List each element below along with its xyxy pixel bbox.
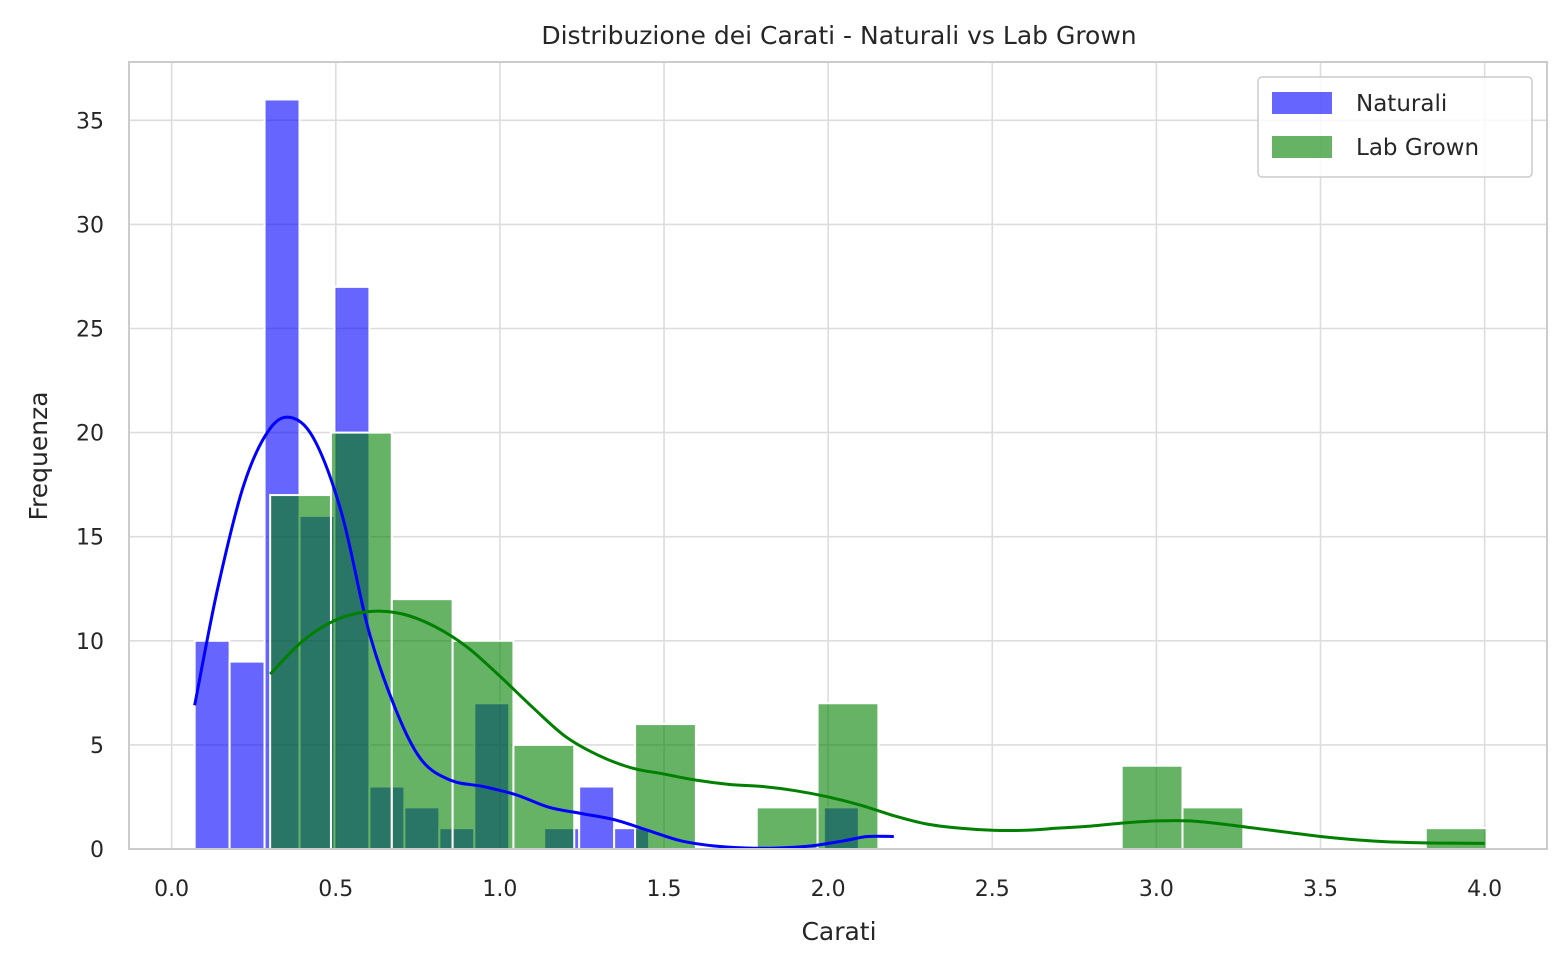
- y-axis-label: Frequenza: [24, 391, 53, 520]
- plot-frame: [128, 61, 1548, 850]
- y-tick-label: 30: [76, 213, 104, 238]
- x-axis-label: Carati: [801, 917, 876, 946]
- bar-lab-grown: [816, 702, 880, 851]
- chart-title: Distribuzione dei Carati - Naturali vs L…: [541, 21, 1136, 50]
- x-tick-label: 4.0: [1467, 877, 1502, 902]
- y-tick-labels: 0 5 10 15 20 25 30 35: [76, 109, 104, 863]
- y-tick-label: 10: [76, 630, 104, 655]
- x-tick-label: 2.5: [975, 877, 1010, 902]
- x-tick-label: 0.5: [318, 877, 353, 902]
- legend: Naturali Lab Grown: [1257, 76, 1533, 178]
- x-tick-label: 3.5: [1303, 877, 1338, 902]
- x-tick-labels: 0.0 0.5 1.0 1.5 2.0 2.5 3.0 3.5 4.0: [154, 877, 1502, 902]
- x-tick-label: 1.5: [647, 877, 682, 902]
- legend-swatch-naturali: [1272, 92, 1332, 114]
- x-tick-label: 1.0: [482, 877, 517, 902]
- bar-lab-grown: [1120, 764, 1184, 851]
- y-tick-label: 20: [76, 422, 104, 447]
- bar-lab-grown: [269, 494, 332, 850]
- bar-naturali: [228, 660, 266, 850]
- y-tick-label: 25: [76, 317, 104, 342]
- bar-lab-grown: [390, 598, 454, 851]
- bar-lab-grown: [329, 431, 393, 850]
- legend-label-lab-grown: Lab Grown: [1356, 135, 1479, 161]
- y-tick-label: 15: [76, 526, 104, 551]
- y-tick-label: 0: [90, 838, 104, 863]
- bar-lab-grown: [1181, 806, 1245, 851]
- bar-lab-grown: [1424, 827, 1488, 850]
- y-tick-label: 5: [90, 734, 104, 759]
- y-tick-label: 35: [76, 109, 104, 134]
- legend-label-naturali: Naturali: [1356, 91, 1447, 117]
- x-tick-label: 3.0: [1139, 877, 1174, 902]
- x-tick-label: 0.0: [154, 877, 189, 902]
- bar-lab-grown: [451, 639, 515, 851]
- legend-swatch-lab-grown: [1272, 136, 1332, 158]
- kde-line-lab-grown: [269, 609, 1485, 845]
- bar-lab-grown: [755, 806, 819, 851]
- x-tick-label: 2.0: [811, 877, 846, 902]
